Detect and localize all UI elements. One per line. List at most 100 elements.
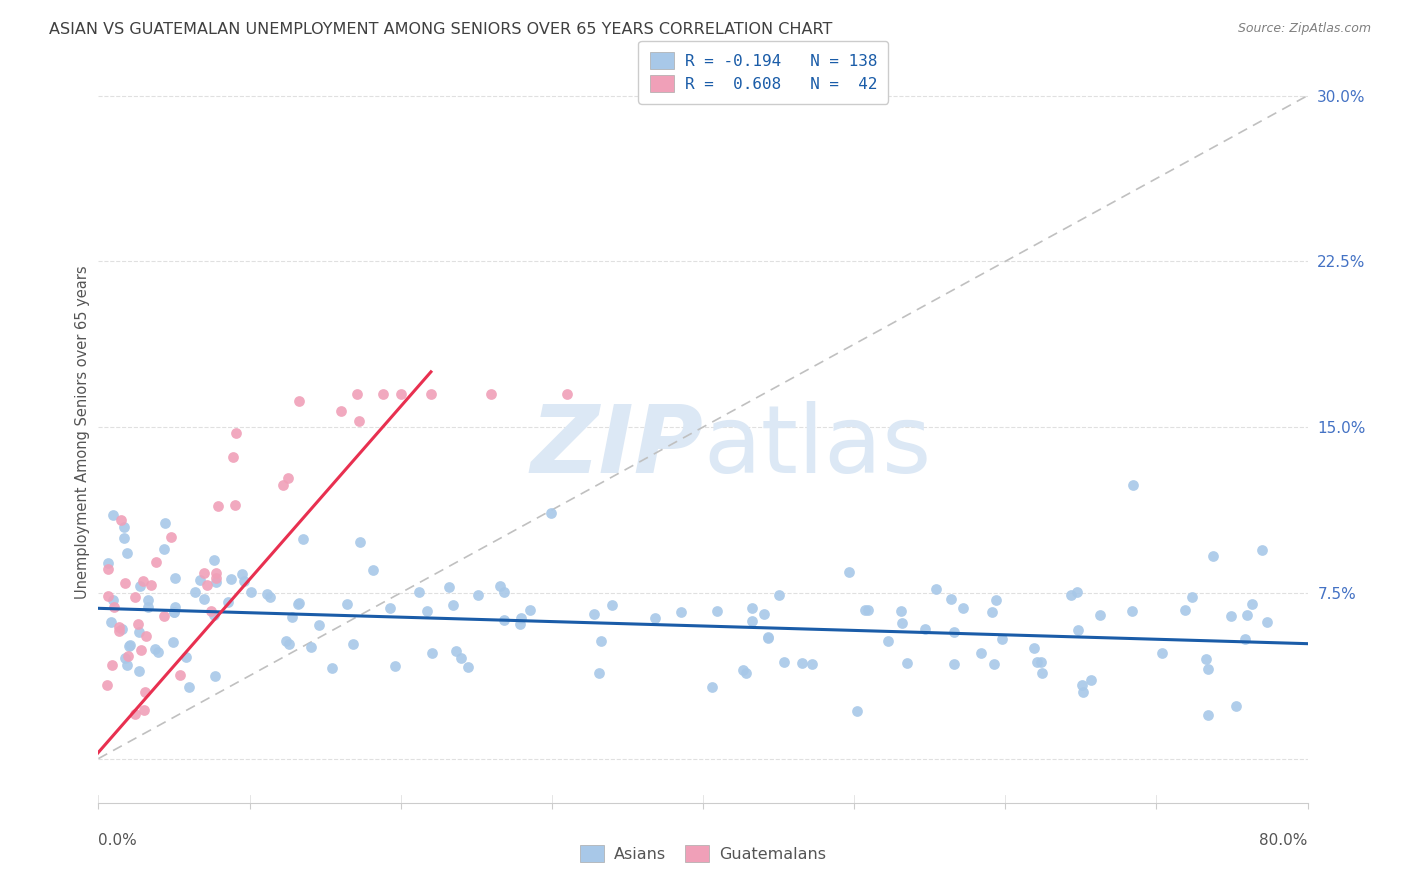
Point — [519, 603, 541, 617]
Point — [205, 574, 228, 589]
Point — [800, 657, 823, 672]
Point — [1070, 678, 1092, 692]
Point — [600, 598, 623, 612]
Point — [489, 579, 512, 593]
Point — [991, 632, 1014, 647]
Point — [494, 584, 516, 599]
Point — [155, 516, 177, 530]
Point — [184, 585, 207, 599]
Point — [115, 657, 138, 672]
Point — [444, 644, 467, 658]
Point — [111, 622, 134, 636]
Point — [1022, 641, 1045, 656]
Point — [1152, 646, 1174, 660]
Point — [193, 566, 215, 581]
Point — [378, 600, 401, 615]
Text: Source: ZipAtlas.com: Source: ZipAtlas.com — [1237, 22, 1371, 36]
Point — [97, 556, 120, 570]
Point — [127, 617, 149, 632]
Point — [224, 499, 246, 513]
Point — [280, 610, 302, 624]
Point — [1088, 608, 1111, 623]
Y-axis label: Unemployment Among Seniors over 65 years: Unemployment Among Seniors over 65 years — [75, 266, 90, 599]
Point — [389, 387, 412, 401]
Point — [1234, 632, 1257, 647]
Point — [114, 651, 136, 665]
Point — [128, 664, 150, 678]
Point — [145, 555, 167, 569]
Point — [277, 471, 299, 485]
Point — [1121, 604, 1143, 618]
Point — [925, 582, 948, 597]
Point — [291, 532, 314, 546]
Point — [202, 607, 225, 622]
Point — [118, 639, 141, 653]
Point — [163, 605, 186, 619]
Point — [671, 605, 693, 619]
Point — [856, 603, 879, 617]
Point — [439, 580, 461, 594]
Point — [132, 574, 155, 589]
Point — [132, 703, 155, 717]
Point — [97, 590, 120, 604]
Point — [174, 650, 197, 665]
Point — [188, 573, 211, 587]
Point — [195, 578, 218, 592]
Point — [1026, 655, 1049, 669]
Point — [1031, 666, 1053, 681]
Point — [896, 657, 918, 671]
Point — [510, 611, 533, 625]
Point — [420, 647, 443, 661]
Point — [644, 611, 666, 625]
Point — [138, 592, 160, 607]
Point — [891, 616, 914, 631]
Point — [129, 642, 152, 657]
Point — [162, 634, 184, 648]
Point — [741, 614, 763, 628]
Point — [124, 707, 146, 722]
Point — [943, 624, 966, 639]
Point — [108, 619, 131, 633]
Point — [1181, 591, 1204, 605]
Point — [103, 592, 125, 607]
Point — [1250, 543, 1272, 558]
Point — [838, 566, 860, 580]
Point — [970, 647, 993, 661]
Point — [204, 668, 226, 682]
Point — [756, 632, 779, 646]
Point — [941, 592, 963, 607]
Point — [202, 552, 225, 566]
Point — [1240, 597, 1263, 611]
Point — [114, 576, 136, 591]
Point — [110, 513, 132, 527]
Point — [420, 387, 443, 401]
Text: 80.0%: 80.0% — [1260, 833, 1308, 848]
Point — [134, 685, 156, 699]
Point — [361, 563, 384, 577]
Point — [1122, 478, 1144, 492]
Point — [346, 387, 368, 401]
Point — [1174, 603, 1197, 617]
Point — [136, 600, 159, 615]
Text: 0.0%: 0.0% — [98, 833, 138, 848]
Point — [981, 605, 1004, 619]
Point — [373, 387, 395, 401]
Point — [153, 609, 176, 624]
Point — [700, 680, 723, 694]
Point — [733, 663, 755, 677]
Legend: Asians, Guatemalans: Asians, Guatemalans — [574, 838, 832, 869]
Point — [169, 667, 191, 681]
Point — [225, 425, 247, 440]
Point — [853, 603, 876, 617]
Point — [256, 587, 278, 601]
Point — [112, 531, 135, 545]
Point — [217, 595, 239, 609]
Point — [97, 562, 120, 576]
Point — [450, 650, 472, 665]
Point — [321, 661, 343, 675]
Point — [1220, 609, 1243, 624]
Text: ZIP: ZIP — [530, 401, 703, 493]
Point — [706, 604, 728, 618]
Point — [1197, 708, 1219, 723]
Point — [100, 615, 122, 629]
